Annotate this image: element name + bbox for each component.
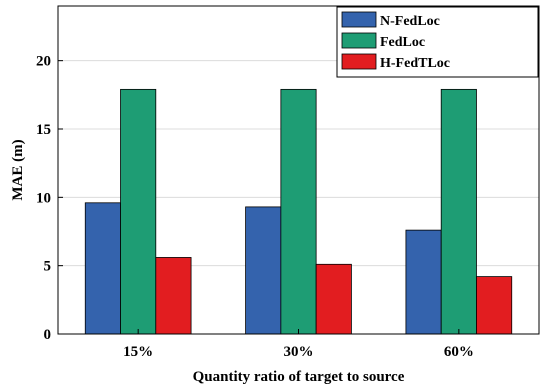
legend-label: N-FedLoc — [380, 14, 440, 29]
y-tick-label: 20 — [36, 54, 51, 70]
bar-n-fedloc-30pct — [245, 206, 282, 335]
y-axis-ticks: 0 5 10 15 20 — [36, 54, 63, 343]
bar-n-fedloc-15pct — [84, 202, 121, 335]
bar-h-fedtloc-30pct — [315, 263, 352, 335]
legend-label: FedLoc — [380, 35, 425, 50]
x-axis-label: Quantity ratio of target to source — [193, 369, 405, 385]
y-tick-label: 10 — [36, 190, 51, 206]
y-tick-label: 0 — [44, 327, 52, 343]
legend-label: H-FedTLoc — [380, 56, 450, 71]
bar-fedloc-60pct — [440, 88, 477, 335]
legend-swatch — [341, 11, 377, 28]
legend-swatch — [341, 53, 377, 70]
legend: N-FedLoc FedLoc H-FedTLoc — [336, 6, 539, 78]
x-axis-ticks: 15% 30% 60% — [123, 329, 474, 360]
x-tick-label: 15% — [123, 344, 153, 360]
x-tick-label: 30% — [284, 344, 314, 360]
bar-fedloc-30pct — [280, 88, 317, 335]
x-tick-label: 60% — [444, 344, 474, 360]
legend-swatch — [341, 32, 377, 49]
bar-n-fedloc-60pct — [405, 229, 442, 335]
y-tick-label: 5 — [44, 259, 52, 275]
bar-fedloc-15pct — [120, 88, 157, 335]
y-axis-label: MAE (m) — [10, 139, 26, 200]
bar-h-fedtloc-60pct — [476, 276, 513, 335]
bar-h-fedtloc-15pct — [155, 257, 192, 335]
bars — [84, 88, 513, 335]
y-tick-label: 15 — [36, 122, 51, 138]
